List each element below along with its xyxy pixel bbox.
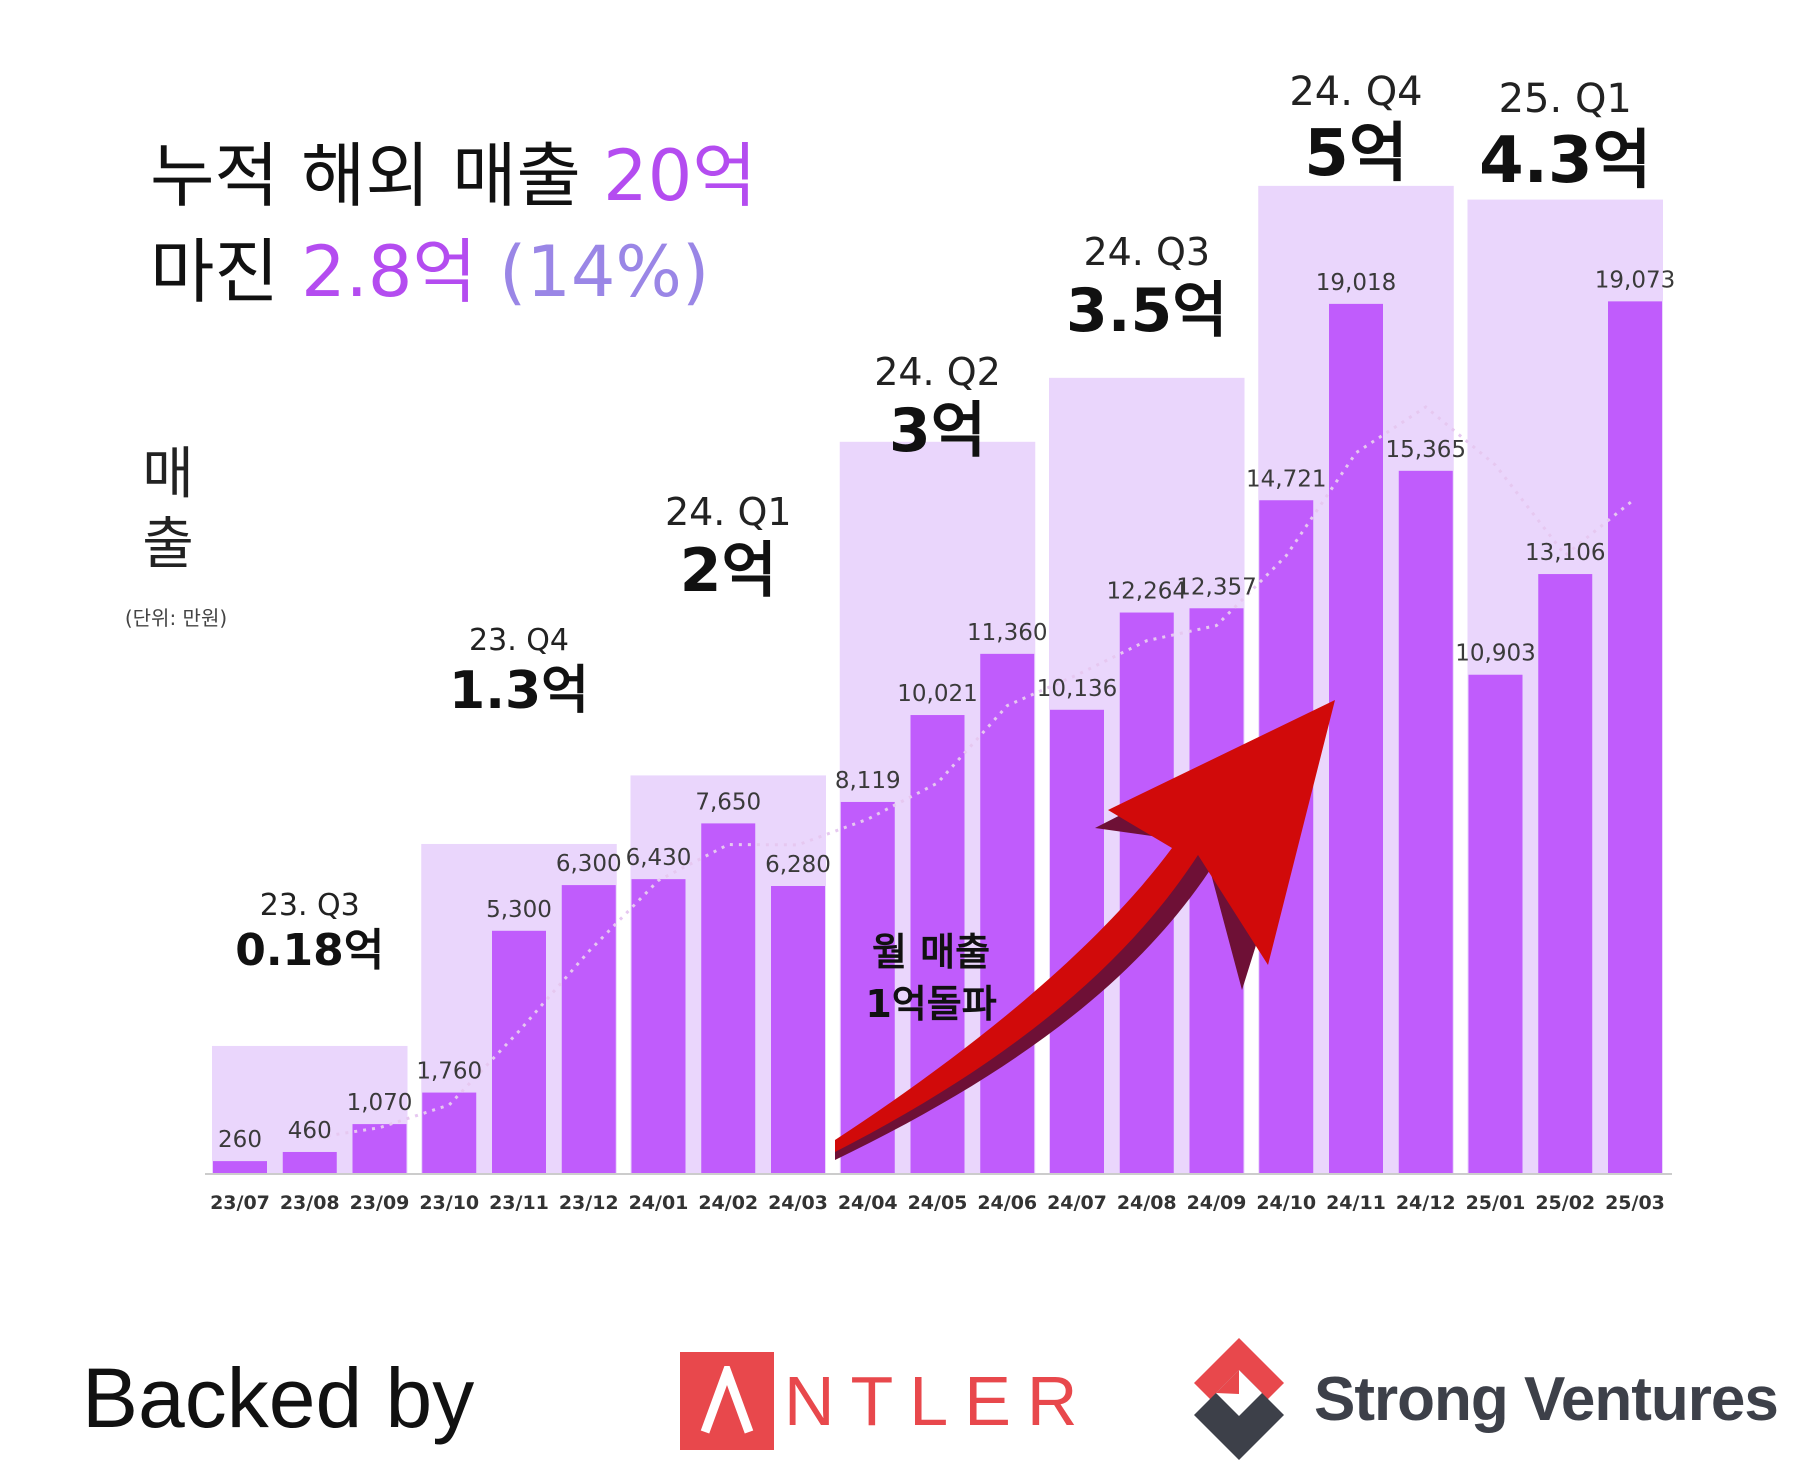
bar <box>631 879 686 1173</box>
x-tick-label: 25/03 <box>1605 1192 1665 1214</box>
headline-line-1: 누적 해외 매출 20억 <box>150 128 757 224</box>
quarter-label: 24. Q1 <box>665 490 792 534</box>
quarter-total: 4.3억 <box>1479 124 1651 198</box>
bar <box>352 1124 407 1173</box>
x-tick-label: 23/07 <box>210 1192 270 1214</box>
x-tick-label: 24/06 <box>977 1192 1037 1214</box>
x-tick-label: 24/04 <box>838 1192 898 1214</box>
cumulative-sales-value: 20억 <box>603 135 757 217</box>
bar <box>422 1092 477 1173</box>
x-tick-label: 23/11 <box>489 1192 549 1214</box>
bar <box>1398 470 1453 1174</box>
strong-ventures-logo: Strong Ventures <box>1192 1336 1779 1462</box>
value-label: 10,136 <box>1037 676 1117 702</box>
value-label: 12,357 <box>1176 574 1256 600</box>
quarter-total: 5억 <box>1304 117 1407 191</box>
milestone-annotation: 월 매출 1억돌파 <box>865 930 997 1026</box>
bar <box>1538 574 1593 1173</box>
value-label: 6,300 <box>556 851 622 877</box>
value-label: 19,018 <box>1316 270 1396 296</box>
x-tick-label: 24/08 <box>1117 1192 1177 1214</box>
x-tick-label: 24/02 <box>698 1192 758 1214</box>
x-tick-label: 24/01 <box>629 1192 689 1214</box>
value-label: 8,119 <box>835 768 901 794</box>
quarter-label: 24. Q3 <box>1083 230 1210 274</box>
backed-by-label: Backed by <box>82 1351 475 1445</box>
bar <box>771 886 825 1173</box>
x-tick-label: 25/02 <box>1535 1192 1595 1214</box>
value-label: 5,300 <box>486 897 552 923</box>
value-label: 10,021 <box>897 681 977 707</box>
value-label: 7,650 <box>695 789 761 815</box>
x-tick-label: 24/09 <box>1187 1192 1247 1214</box>
value-label: 10,903 <box>1455 641 1535 667</box>
strong-ventures-mark-icon <box>1194 1338 1284 1460</box>
bar <box>1329 303 1383 1173</box>
x-tick-label: 24/07 <box>1047 1192 1107 1214</box>
margin-label: 마진 <box>150 231 302 313</box>
value-label: 460 <box>288 1118 332 1144</box>
bar <box>213 1161 267 1173</box>
x-tick-label: 24/03 <box>768 1192 828 1214</box>
value-label: 6,430 <box>626 845 692 871</box>
x-tick-label: 23/09 <box>350 1192 410 1214</box>
bar <box>561 885 616 1173</box>
quarter-total: 0.18억 <box>235 925 384 976</box>
quarter-label: 24. Q2 <box>874 350 1001 394</box>
bar <box>282 1151 337 1173</box>
value-label: 11,360 <box>967 620 1047 646</box>
quarter-total: 3.5억 <box>1066 276 1228 346</box>
cumulative-sales-label: 누적 해외 매출 <box>150 135 604 217</box>
x-tick-label: 24/05 <box>908 1192 968 1214</box>
margin-value: 2.8억 <box>301 231 477 313</box>
value-label: 14,721 <box>1246 466 1326 492</box>
x-tick-label: 24/11 <box>1326 1192 1386 1214</box>
growth-arrow <box>835 700 1335 1160</box>
trend-line <box>309 405 1636 1141</box>
value-label: 6,280 <box>765 852 831 878</box>
value-label: 13,106 <box>1525 540 1605 566</box>
quarter-total: 3억 <box>889 396 986 466</box>
antler-a-mark <box>680 1352 774 1450</box>
value-label: 19,073 <box>1595 267 1675 293</box>
value-label: 260 <box>218 1127 262 1153</box>
bar <box>980 653 1035 1173</box>
value-label: 15,365 <box>1386 437 1466 463</box>
y-axis-label: 매 출 <box>142 442 194 577</box>
bar <box>701 823 756 1173</box>
x-tick-label: 23/08 <box>280 1192 340 1214</box>
x-tick-label: 24/10 <box>1256 1192 1316 1214</box>
strong-ventures-wordmark: Strong Ventures <box>1314 1364 1779 1434</box>
bar <box>1608 301 1662 1173</box>
quarter-label: 23. Q3 <box>260 888 360 923</box>
x-tick-label: 23/10 <box>419 1192 479 1214</box>
margin-percent: (14%) <box>476 231 710 313</box>
value-label: 1,760 <box>416 1059 482 1085</box>
value-label: 1,070 <box>347 1090 413 1116</box>
quarter-total: 2억 <box>680 536 777 606</box>
quarter-label: 25. Q1 <box>1499 76 1632 122</box>
x-tick-label: 25/01 <box>1466 1192 1526 1214</box>
y-axis-unit: (단위: 만원) <box>124 606 228 630</box>
antler-a-icon <box>700 1366 754 1434</box>
quarter-label: 24. Q4 <box>1289 69 1422 115</box>
headline: 누적 해외 매출 20억 마진 2.8억 (14%) <box>150 128 757 320</box>
antler-logo: NTLER <box>680 1352 1093 1450</box>
quarter-label: 23. Q4 <box>469 623 569 658</box>
bar <box>1468 674 1523 1173</box>
headline-line-2: 마진 2.8억 (14%) <box>150 224 757 320</box>
x-tick-label: 24/12 <box>1396 1192 1456 1214</box>
value-label: 12,264 <box>1107 579 1187 605</box>
arrow-shape <box>835 700 1335 1152</box>
x-tick-label: 23/12 <box>559 1192 619 1214</box>
x-tick-labels: 23/07 23/08 23/09 23/10 23/11 23/12 24/01 24/02… <box>210 1192 1665 1214</box>
antler-wordmark: NTLER <box>784 1362 1094 1440</box>
quarter-total: 1.3억 <box>449 661 589 721</box>
